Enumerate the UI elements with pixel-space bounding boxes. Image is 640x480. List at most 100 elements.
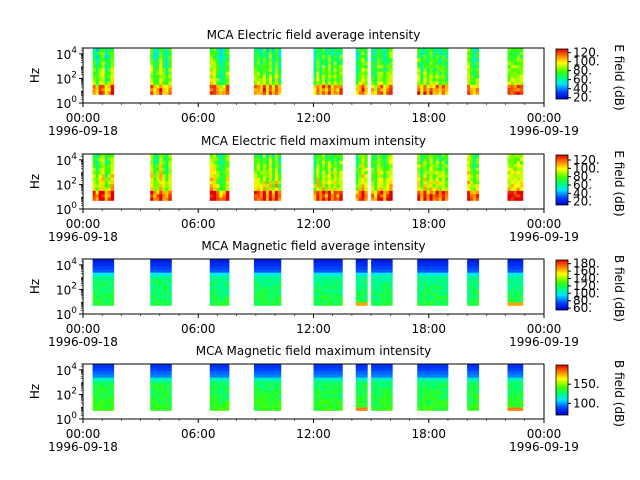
heatmap-cell xyxy=(110,71,115,75)
heatmap-cell xyxy=(98,183,103,188)
heatmap-cell xyxy=(222,167,227,171)
heatmap-cell xyxy=(165,197,169,201)
heatmap-cell xyxy=(265,187,270,191)
heatmap-cell xyxy=(265,48,270,52)
heatmap-cell xyxy=(355,288,360,293)
data-band xyxy=(253,364,282,411)
heatmap-cell xyxy=(371,259,375,263)
heatmap-cell xyxy=(262,61,267,65)
heatmap-cell xyxy=(507,154,511,158)
heatmap-cell xyxy=(371,387,375,391)
heatmap-cell xyxy=(516,67,521,72)
heatmap-cell xyxy=(156,262,160,267)
heatmap-cell xyxy=(519,282,524,286)
heatmap-cell xyxy=(256,180,261,185)
heatmap-cell xyxy=(364,407,368,411)
heatmap-cell xyxy=(339,187,343,191)
heatmap-cell xyxy=(156,282,160,286)
heatmap-cell xyxy=(256,197,261,201)
heatmap-cell xyxy=(277,187,282,191)
heatmap-cell xyxy=(256,84,261,89)
heatmap-cell xyxy=(420,393,424,398)
heatmap-cell xyxy=(168,91,172,95)
heatmap-cell xyxy=(156,275,160,280)
heatmap-cell xyxy=(322,61,326,65)
heatmap-cell xyxy=(429,180,433,185)
heatmap-cell xyxy=(467,177,471,181)
heatmap-cell xyxy=(262,177,267,181)
heatmap-cell xyxy=(95,380,100,385)
heatmap-cell xyxy=(216,173,220,178)
heatmap-cell xyxy=(383,87,387,92)
heatmap-cell xyxy=(92,183,97,188)
heatmap-cell xyxy=(386,180,390,185)
heatmap-cell xyxy=(467,265,471,270)
heatmap-cell xyxy=(225,298,230,303)
heatmap-cell xyxy=(212,167,217,171)
heatmap-cell xyxy=(225,84,230,89)
heatmap-cell xyxy=(519,295,524,300)
heatmap-cell xyxy=(165,259,169,263)
heatmap-cell xyxy=(426,190,430,195)
heatmap-cell xyxy=(435,91,440,95)
heatmap-cell xyxy=(168,157,172,162)
heatmap-cell xyxy=(265,390,270,395)
heatmap-cell xyxy=(327,380,332,385)
heatmap-cell xyxy=(383,177,387,181)
heatmap-cell xyxy=(159,163,163,168)
heatmap-cell xyxy=(507,180,511,185)
heatmap-cell xyxy=(216,282,220,286)
heatmap-cell xyxy=(519,193,524,198)
heatmap-cell xyxy=(274,298,279,303)
heatmap-cell xyxy=(107,393,112,398)
heatmap-cell xyxy=(256,177,261,181)
heatmap-cell xyxy=(159,177,163,181)
heatmap-cell xyxy=(110,173,115,178)
heatmap-cell xyxy=(441,190,446,195)
heatmap-cell xyxy=(325,177,329,181)
heatmap-cell xyxy=(325,387,329,391)
heatmap-cell xyxy=(325,61,329,65)
heatmap-cell xyxy=(153,272,157,276)
heatmap-cell xyxy=(219,187,223,191)
heatmap-cell xyxy=(386,403,390,408)
heatmap-cell xyxy=(150,292,154,296)
heatmap-cell xyxy=(150,48,154,52)
heatmap-cell xyxy=(330,77,335,82)
heatmap-cell xyxy=(361,157,365,162)
heatmap-cell xyxy=(364,183,368,188)
heatmap-cell xyxy=(475,167,480,171)
heatmap-cell xyxy=(165,288,169,293)
heatmap-cell xyxy=(377,81,381,85)
heatmap-cell xyxy=(429,288,433,293)
heatmap-cell xyxy=(417,154,421,158)
heatmap-cell xyxy=(519,77,524,82)
heatmap-cell xyxy=(222,81,227,85)
heatmap-cell xyxy=(339,170,343,175)
heatmap-cell xyxy=(513,180,518,185)
heatmap-cell xyxy=(319,393,323,398)
heatmap-cell xyxy=(336,268,340,273)
heatmap-cell xyxy=(265,397,270,401)
heatmap-cell xyxy=(162,380,166,385)
heatmap-cell xyxy=(513,54,518,59)
heatmap-cell xyxy=(150,84,154,89)
heatmap-cell xyxy=(435,383,440,388)
heatmap-cell xyxy=(265,272,270,276)
heatmap-cell xyxy=(472,373,477,378)
heatmap-cell xyxy=(95,51,100,56)
heatmap-cell xyxy=(322,173,326,178)
heatmap-cell xyxy=(277,57,282,62)
heatmap-cell xyxy=(426,265,430,270)
heatmap-cell xyxy=(95,278,100,283)
heatmap-cell xyxy=(472,282,477,286)
heatmap-cell xyxy=(429,367,433,372)
heatmap-cell xyxy=(389,81,393,85)
heatmap-cell xyxy=(271,383,276,388)
heatmap-cell xyxy=(313,170,317,175)
heatmap-cell xyxy=(110,197,115,201)
heatmap-cell xyxy=(358,84,362,89)
heatmap-cell xyxy=(165,393,169,398)
heatmap-cell xyxy=(253,87,258,92)
heatmap-cell xyxy=(325,163,329,168)
